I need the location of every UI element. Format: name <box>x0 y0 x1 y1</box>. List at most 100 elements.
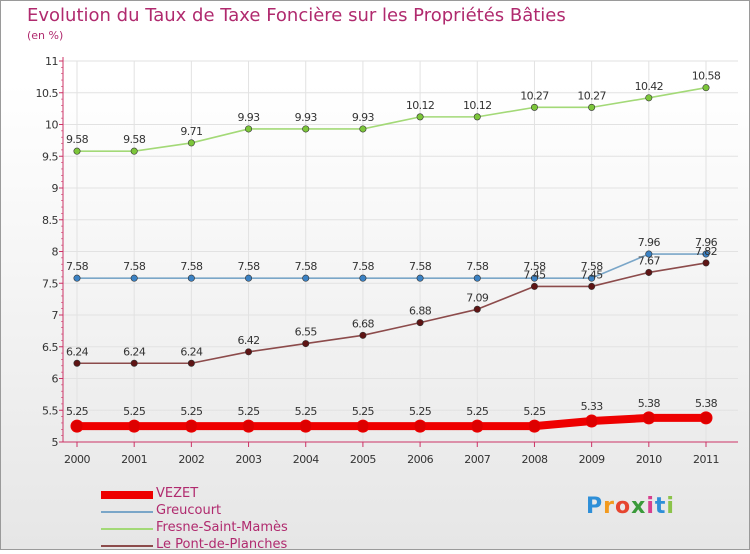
chart-title: Evolution du Taux de Taxe Foncière sur l… <box>27 5 566 26</box>
y-unit-label: (en %) <box>27 29 64 42</box>
y-tick-label: 5 <box>52 436 59 449</box>
series-line-greucourt <box>76 253 707 279</box>
data-point-greucourt <box>73 274 81 282</box>
data-label-fresne-saint-mam-s: 9.93 <box>295 111 318 124</box>
y-tick-label: 10.5 <box>36 87 59 100</box>
data-label-greucourt: 7.58 <box>295 260 318 273</box>
data-label-le-pont-de-planches: 7.82 <box>695 245 717 258</box>
legend-item-fresne-saint-mam-s: Fresne-Saint-Mamès <box>101 520 361 537</box>
series-line-vezet <box>73 413 710 431</box>
x-tick-label: 2003 <box>236 453 262 466</box>
legend-item-vezet: VEZET <box>101 486 361 503</box>
data-label-vezet: 5.25 <box>66 405 89 418</box>
data-point-vezet <box>242 419 256 433</box>
logo-letter: i <box>666 494 675 519</box>
data-label-greucourt: 7.96 <box>695 236 718 249</box>
data-label-fresne-saint-mam-s: 10.12 <box>463 99 492 112</box>
data-label-greucourt: 7.96 <box>638 236 661 249</box>
legend-swatch-le-pont-de-planches <box>101 545 153 547</box>
data-label-vezet: 5.25 <box>352 405 375 418</box>
data-point-fresne-saint-mam-s <box>416 113 424 121</box>
logo-letter: x <box>631 494 647 519</box>
legend-label-vezet: VEZET <box>156 486 199 501</box>
x-tick-label: 2005 <box>350 453 376 466</box>
x-tick-label: 2001 <box>121 453 147 466</box>
y-tick-label: 7 <box>52 309 59 322</box>
data-label-greucourt: 7.58 <box>352 260 375 273</box>
data-label-fresne-saint-mam-s: 10.42 <box>635 80 664 93</box>
data-label-le-pont-de-planches: 6.24 <box>180 345 203 358</box>
data-point-le-pont-de-planches <box>245 348 253 356</box>
data-point-vezet <box>585 414 599 428</box>
data-point-fresne-saint-mam-s <box>302 125 310 133</box>
logo-letter: o <box>614 494 632 519</box>
data-point-greucourt <box>302 274 310 282</box>
data-point-le-pont-de-planches <box>302 340 310 348</box>
data-label-greucourt: 7.58 <box>66 260 89 273</box>
y-tick-label: 6 <box>52 373 59 386</box>
data-label-vezet: 5.25 <box>295 405 318 418</box>
data-point-fresne-saint-mam-s <box>645 94 653 102</box>
data-point-greucourt <box>473 274 481 282</box>
data-label-fresne-saint-mam-s: 9.71 <box>180 125 202 138</box>
x-tick-label: 2004 <box>293 453 319 466</box>
data-point-fresne-saint-mam-s <box>187 139 195 147</box>
y-tick-label: 8 <box>52 246 59 259</box>
series-line-fresne-saint-mam-s <box>76 86 707 152</box>
x-tick-label: 2006 <box>407 453 433 466</box>
data-label-fresne-saint-mam-s: 9.58 <box>123 133 146 146</box>
logo-letter: P <box>586 494 604 519</box>
data-label-vezet: 5.25 <box>523 405 546 418</box>
data-label-le-pont-de-planches: 6.24 <box>66 345 89 358</box>
y-tick-label: 9 <box>52 182 59 195</box>
y-tick-label: 7.5 <box>42 277 58 290</box>
data-point-le-pont-de-planches <box>416 319 424 327</box>
data-point-vezet <box>642 411 656 425</box>
y-tick-label: 5.5 <box>42 404 58 417</box>
x-tick-label: 2007 <box>464 453 490 466</box>
logo-letter: i <box>646 494 655 519</box>
data-label-vezet: 5.25 <box>180 405 203 418</box>
data-point-greucourt <box>359 274 367 282</box>
y-tick-label: 8.5 <box>42 214 58 227</box>
data-point-le-pont-de-planches <box>73 359 81 367</box>
data-label-fresne-saint-mam-s: 10.12 <box>406 99 435 112</box>
legend-item-le-pont-de-planches: Le Pont-de-Planches <box>101 537 361 554</box>
chart-legend: VEZET Greucourt Fresne-Saint-Mamès Le Pont-… <box>101 486 361 554</box>
data-label-greucourt: 7.58 <box>180 260 203 273</box>
legend-swatch-greucourt <box>101 511 153 513</box>
data-point-greucourt <box>530 274 538 282</box>
data-label-greucourt: 7.58 <box>123 260 146 273</box>
y-tick-label: 6.5 <box>42 341 58 354</box>
data-point-le-pont-de-planches <box>359 331 367 339</box>
data-label-greucourt: 7.58 <box>409 260 432 273</box>
data-point-fresne-saint-mam-s <box>473 113 481 121</box>
data-label-le-pont-de-planches: 6.88 <box>409 305 432 318</box>
data-point-le-pont-de-planches <box>702 259 710 267</box>
x-tick-label: 2002 <box>178 453 204 466</box>
data-point-vezet <box>699 411 713 425</box>
data-point-le-pont-de-planches <box>530 282 538 290</box>
data-point-le-pont-de-planches <box>473 305 481 313</box>
data-label-fresne-saint-mam-s: 10.58 <box>692 70 721 83</box>
data-label-vezet: 5.25 <box>123 405 146 418</box>
data-label-le-pont-de-planches: 6.68 <box>352 317 375 330</box>
data-label-greucourt: 7.58 <box>237 260 260 273</box>
legend-item-greucourt: Greucourt <box>101 503 361 520</box>
data-label-le-pont-de-planches: 7.67 <box>638 254 661 267</box>
data-point-vezet <box>299 419 313 433</box>
data-label-le-pont-de-planches: 7.09 <box>466 291 489 304</box>
legend-label-le-pont-de-planches: Le Pont-de-Planches <box>156 537 288 552</box>
data-label-vezet: 5.25 <box>237 405 260 418</box>
data-point-vezet <box>184 419 198 433</box>
data-point-vezet <box>127 419 141 433</box>
data-label-vezet: 5.25 <box>409 405 432 418</box>
legend-swatch-vezet <box>101 491 153 499</box>
data-point-fresne-saint-mam-s <box>245 125 253 133</box>
y-tick-label: 11 <box>45 55 58 68</box>
legend-label-fresne-saint-mam-s: Fresne-Saint-Mamès <box>156 520 288 535</box>
data-point-vezet <box>527 419 541 433</box>
data-point-vezet <box>413 419 427 433</box>
